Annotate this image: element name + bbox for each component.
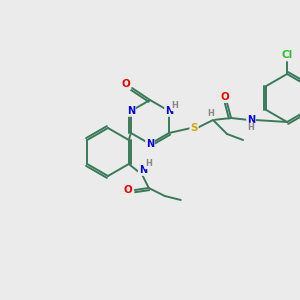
Text: Cl: Cl [281,50,293,60]
Text: N: N [146,139,154,149]
Text: S: S [190,123,198,133]
Text: N: N [139,165,147,175]
Text: O: O [122,79,130,89]
Text: O: O [221,92,230,102]
Text: H: H [248,124,254,133]
Text: H: H [172,101,178,110]
Text: H: H [208,110,214,118]
Text: O: O [123,185,132,195]
Text: N: N [127,106,135,116]
Text: N: N [165,106,173,116]
Text: H: H [145,160,152,169]
Text: N: N [247,115,255,125]
